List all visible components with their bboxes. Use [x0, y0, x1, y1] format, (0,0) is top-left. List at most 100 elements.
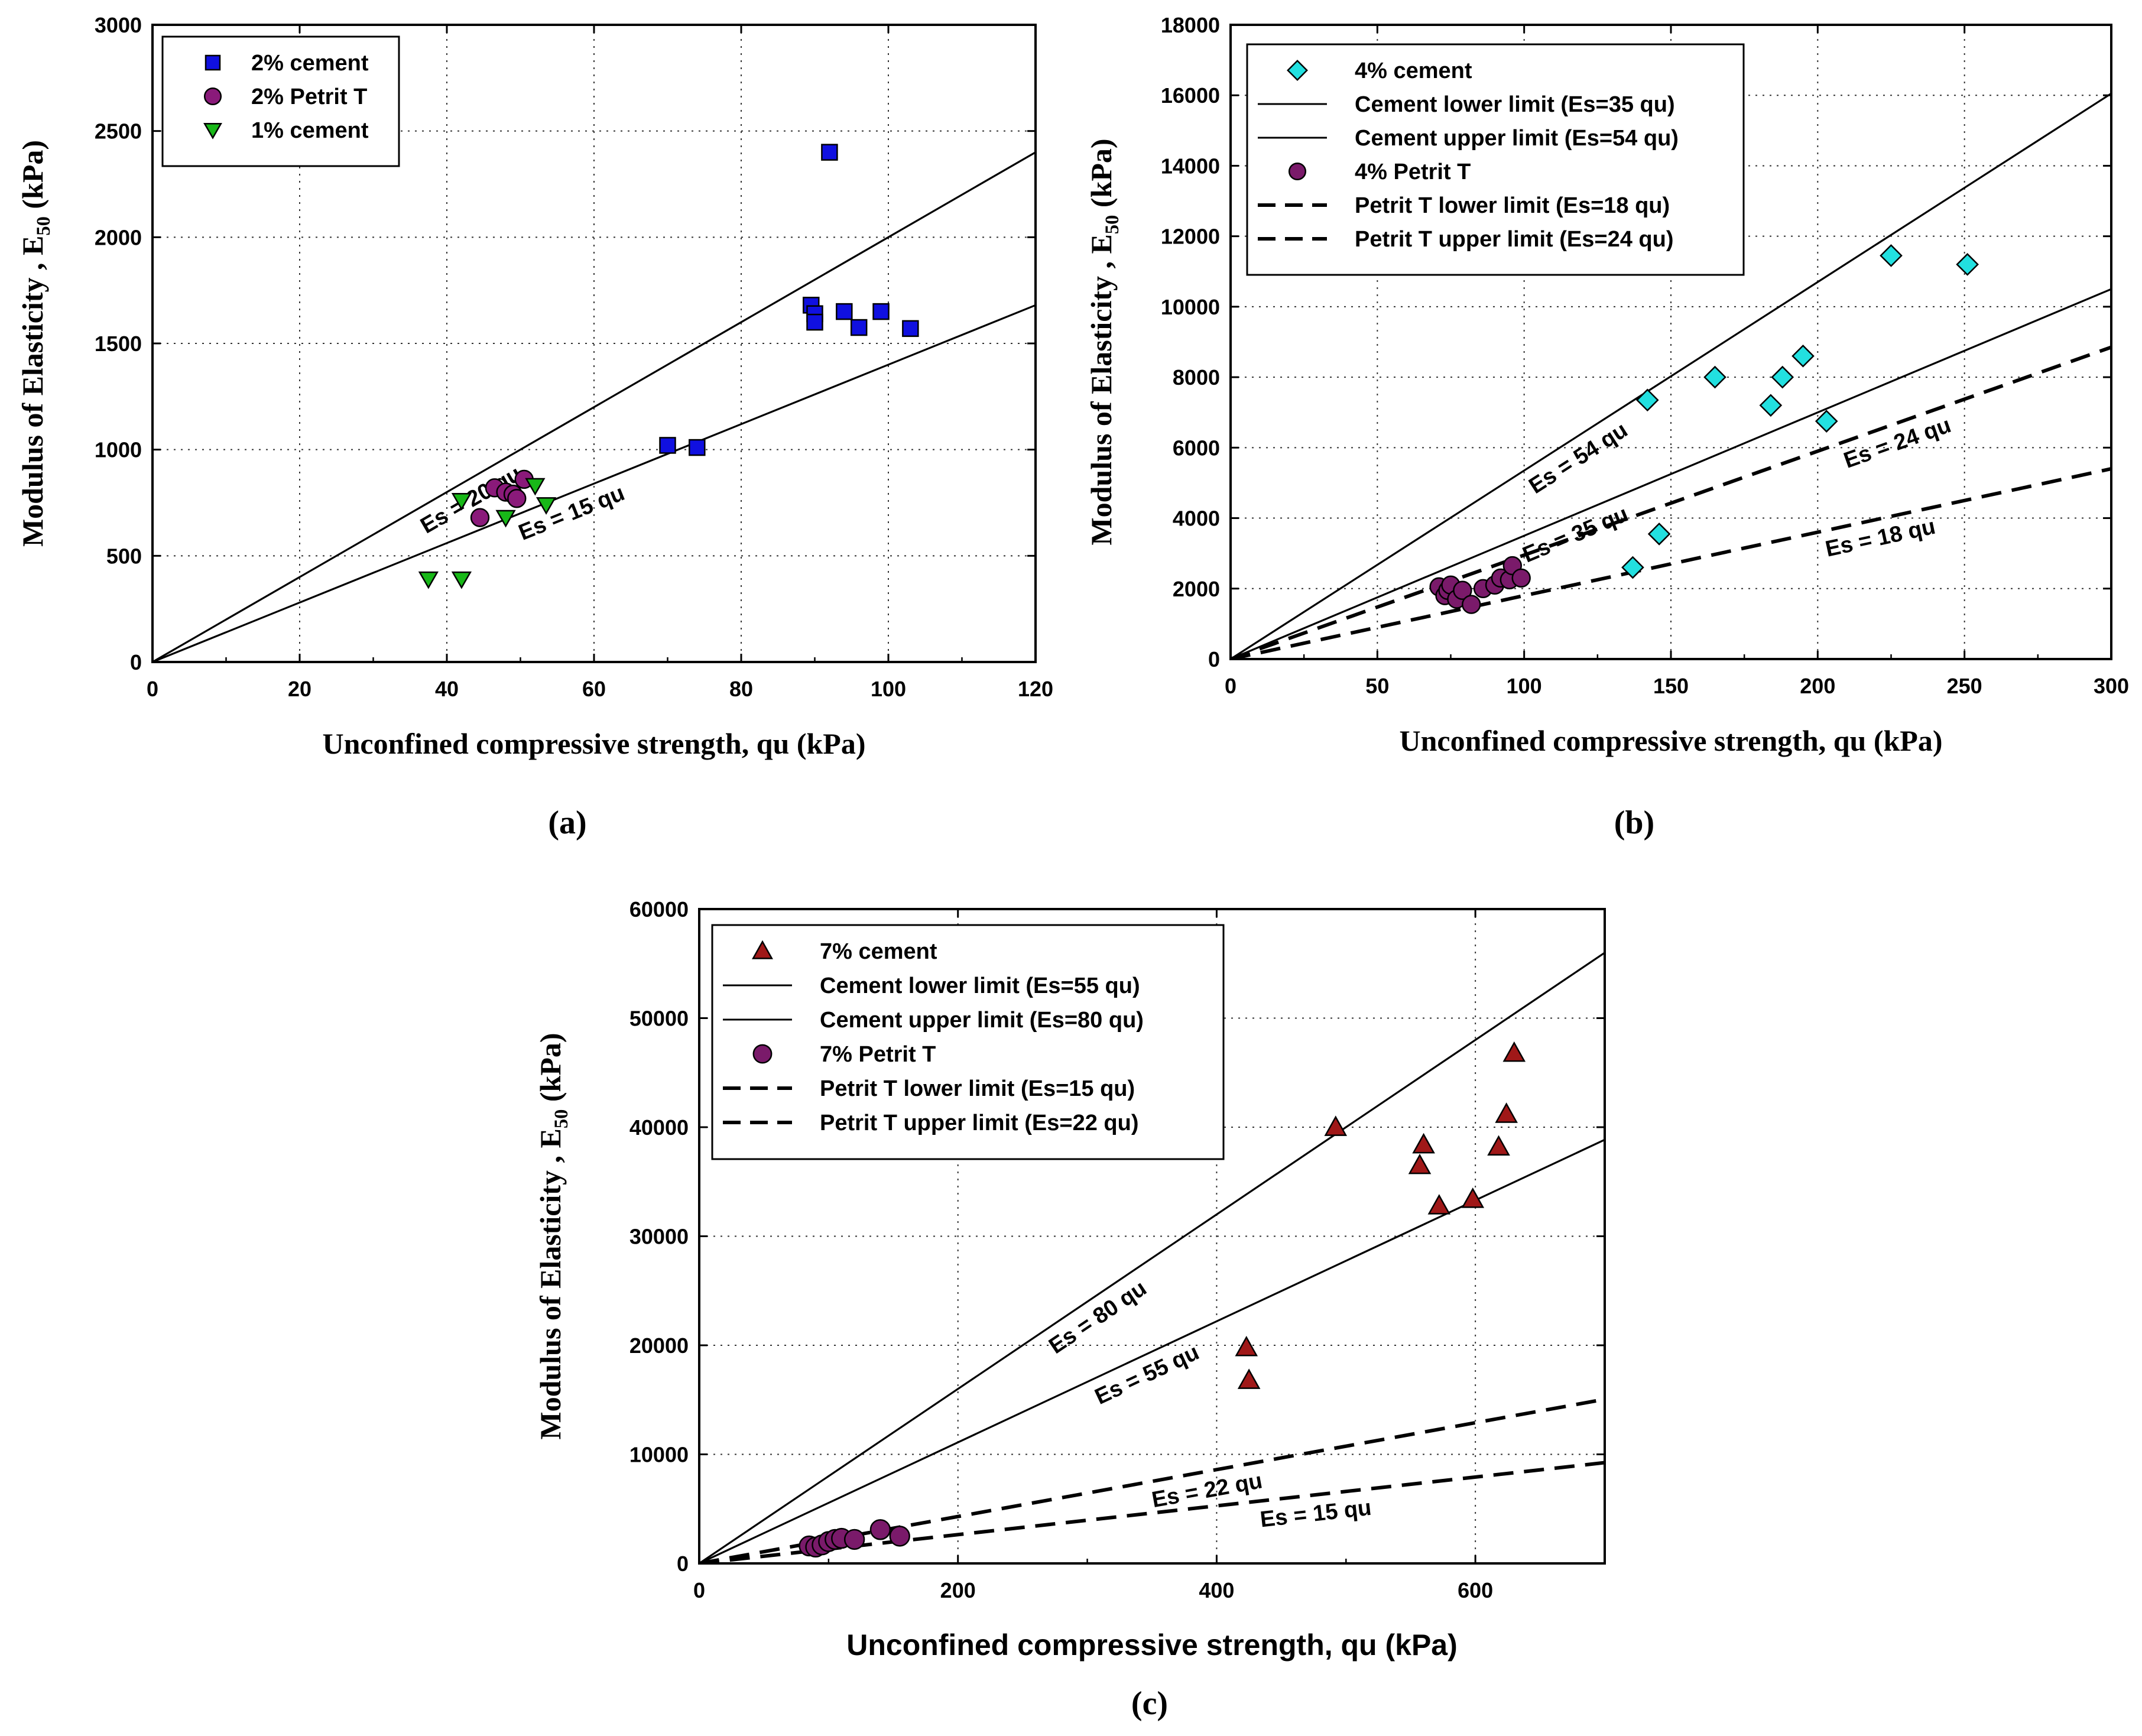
- data-point: [1647, 523, 1671, 546]
- y-tick-label: 10000: [1161, 295, 1220, 319]
- data-point: [418, 571, 439, 589]
- panel-caption: (c): [1131, 1685, 1168, 1722]
- series-1-cement: [418, 478, 557, 589]
- legend-entry: Petrit T upper limit (Es=24 qu): [1355, 227, 1673, 252]
- y-tick-label: 12000: [1161, 225, 1220, 249]
- data-point: [536, 497, 557, 515]
- data-point: [843, 1529, 865, 1550]
- legend-marker: [203, 87, 222, 106]
- y-axis-label-main: Modulus of Elasticity , E: [534, 1128, 567, 1439]
- x-tick-label: 60: [582, 677, 606, 701]
- x-axis-label: Unconfined compressive strength, qu (kPa…: [846, 1628, 1458, 1662]
- y-axis-label-unit: (kPa): [16, 140, 49, 216]
- data-point: [850, 319, 868, 336]
- reference-line: [1231, 467, 2111, 659]
- legend-entry: 7% Petrit T: [820, 1042, 936, 1067]
- data-point: [1956, 253, 1979, 276]
- reference-line: [1231, 92, 2111, 659]
- legend-box: [161, 35, 400, 167]
- data-point: [902, 320, 919, 338]
- x-tick-label: 300: [2094, 674, 2129, 698]
- data-point: [1237, 1368, 1261, 1389]
- legend-entry: Cement lower limit (Es=35 qu): [1355, 92, 1675, 117]
- data-point: [1502, 1041, 1526, 1062]
- legend-entry: 7% cement: [820, 939, 937, 964]
- legend-marker: [752, 940, 773, 959]
- y-tick-label: 10000: [629, 1443, 689, 1467]
- legend-entry: Petrit T lower limit (Es=15 qu): [820, 1076, 1135, 1101]
- gridlines: [699, 909, 1605, 1563]
- y-axis-label-unit: (kPa): [534, 1033, 567, 1109]
- data-point: [1495, 1102, 1518, 1123]
- ticks: 0 50 100 150 200 250 300 0 2000 4000 6000 8000 10000…: [1161, 13, 2129, 698]
- data-point: [1792, 345, 1815, 368]
- data-point: [451, 571, 472, 589]
- ticks: 0 20 40 60 80 100 120 0 500 1000 1500 2000 2500 3000: [95, 13, 1053, 701]
- legend-marker: [203, 122, 222, 139]
- x-axis-label: Unconfined compressive strength, qu (kPa…: [322, 727, 865, 760]
- legend-marker: [1288, 162, 1307, 181]
- reference-line: [152, 304, 1036, 662]
- legend-marker: [1287, 60, 1308, 81]
- legend: 4% cement Cement lower limit (Es=35 qu) Ce…: [1246, 43, 1745, 276]
- legend-entry: 2% cement: [251, 51, 369, 76]
- series-7-cement: [1235, 1041, 1526, 1389]
- data-point: [1635, 388, 1659, 412]
- legend-box: [1246, 43, 1745, 276]
- x-tick-label: 20: [288, 677, 311, 701]
- x-tick-label: 250: [1947, 674, 1982, 698]
- data-point: [507, 489, 527, 508]
- data-point: [1324, 1115, 1348, 1136]
- data-point: [836, 303, 853, 320]
- y-axis-label: Modulus of Elasticity , E50 (kPa): [1085, 138, 1123, 545]
- reference-line: [1231, 288, 2111, 659]
- x-tick-label: 100: [1507, 674, 1542, 698]
- legend-entry: Petrit T upper limit (Es=22 qu): [820, 1111, 1138, 1135]
- y-tick-label: 6000: [1173, 436, 1220, 460]
- data-point: [889, 1526, 910, 1547]
- y-tick-label: 40000: [629, 1115, 689, 1140]
- legend: 7% cement Cement lower limit (Es=55 qu) Ce…: [711, 924, 1225, 1160]
- y-tick-label: 20000: [629, 1333, 689, 1358]
- legend-marker: [752, 1044, 773, 1064]
- panel-caption: (a): [548, 804, 586, 841]
- data-point: [872, 303, 890, 320]
- y-axis-label-subscript: 50: [551, 1109, 572, 1129]
- x-tick-label: 80: [729, 677, 753, 701]
- data-point: [1427, 1194, 1451, 1215]
- x-tick-label: 0: [693, 1578, 705, 1602]
- data-point: [1487, 1135, 1510, 1156]
- data-point: [659, 437, 676, 454]
- y-tick-label: 1000: [95, 438, 142, 462]
- x-tick-label: 200: [940, 1578, 976, 1602]
- x-tick-label: 600: [1458, 1578, 1493, 1602]
- reference-lines: [699, 952, 1605, 1563]
- x-tick-label: 200: [1800, 674, 1835, 698]
- data-point: [869, 1519, 891, 1540]
- series-7-petrit-t: [799, 1519, 910, 1558]
- series-2-cement: [659, 144, 919, 456]
- y-axis-label: Modulus of Elasticity , E50 (kPa): [16, 140, 54, 547]
- data-point: [1462, 595, 1481, 614]
- y-tick-label: 500: [106, 544, 142, 568]
- ticks: 0 200 400 600 0 10000 20000 30000 40000 50000 6000…: [629, 897, 1605, 1602]
- y-tick-label: 2000: [1173, 577, 1220, 601]
- x-tick-label: 120: [1018, 677, 1053, 701]
- data-point: [1235, 1335, 1258, 1357]
- y-axis-label-main: Modulus of Elasticity , E: [1085, 234, 1118, 545]
- data-point: [1412, 1133, 1435, 1154]
- x-tick-label: 150: [1653, 674, 1689, 698]
- y-tick-label: 14000: [1161, 154, 1220, 178]
- legend-entry: Cement upper limit (Es=54 qu): [1355, 126, 1679, 151]
- data-point: [1621, 556, 1644, 579]
- x-tick-label: 50: [1365, 674, 1389, 698]
- legend-entry: 4% cement: [1355, 59, 1472, 83]
- data-point: [1511, 568, 1531, 588]
- y-tick-label: 2500: [95, 119, 142, 144]
- series-4-petrit-t: [1429, 556, 1531, 614]
- data-point: [689, 439, 706, 456]
- y-axis-label-subscript: 50: [33, 216, 54, 236]
